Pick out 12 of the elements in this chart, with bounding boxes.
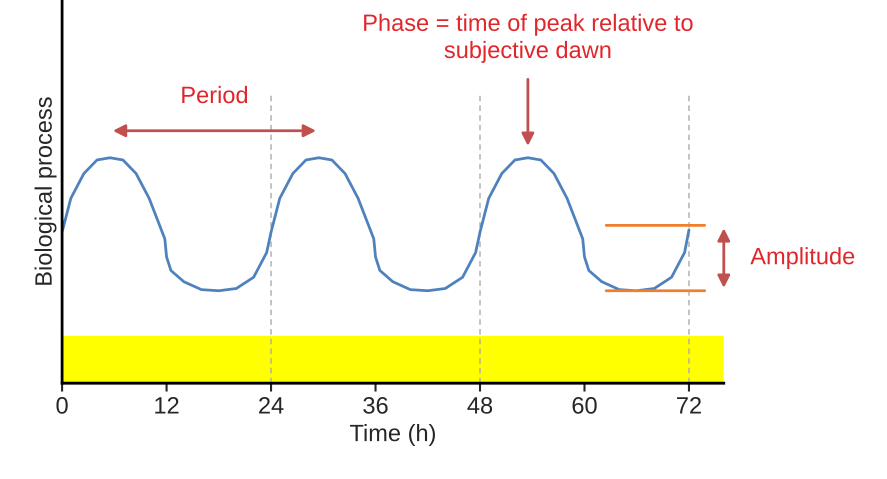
x-tick-label: 60 xyxy=(572,397,597,414)
text: Amplitude xyxy=(750,247,854,270)
x-axis-title: Time (h) xyxy=(350,424,435,446)
x-tick-label: 12 xyxy=(155,397,179,414)
x-tick-label: 36 xyxy=(363,397,388,414)
text: Period xyxy=(182,86,248,104)
x-tick-label: 48 xyxy=(467,397,492,414)
x-tick-label: 24 xyxy=(259,397,284,414)
y-axis-title: Biological process xyxy=(34,97,57,285)
x-tick-label: 0 xyxy=(56,397,68,414)
text: Phase = time of peak relative to subjective dawn xyxy=(364,14,693,63)
x-tick-label: 72 xyxy=(677,397,701,414)
